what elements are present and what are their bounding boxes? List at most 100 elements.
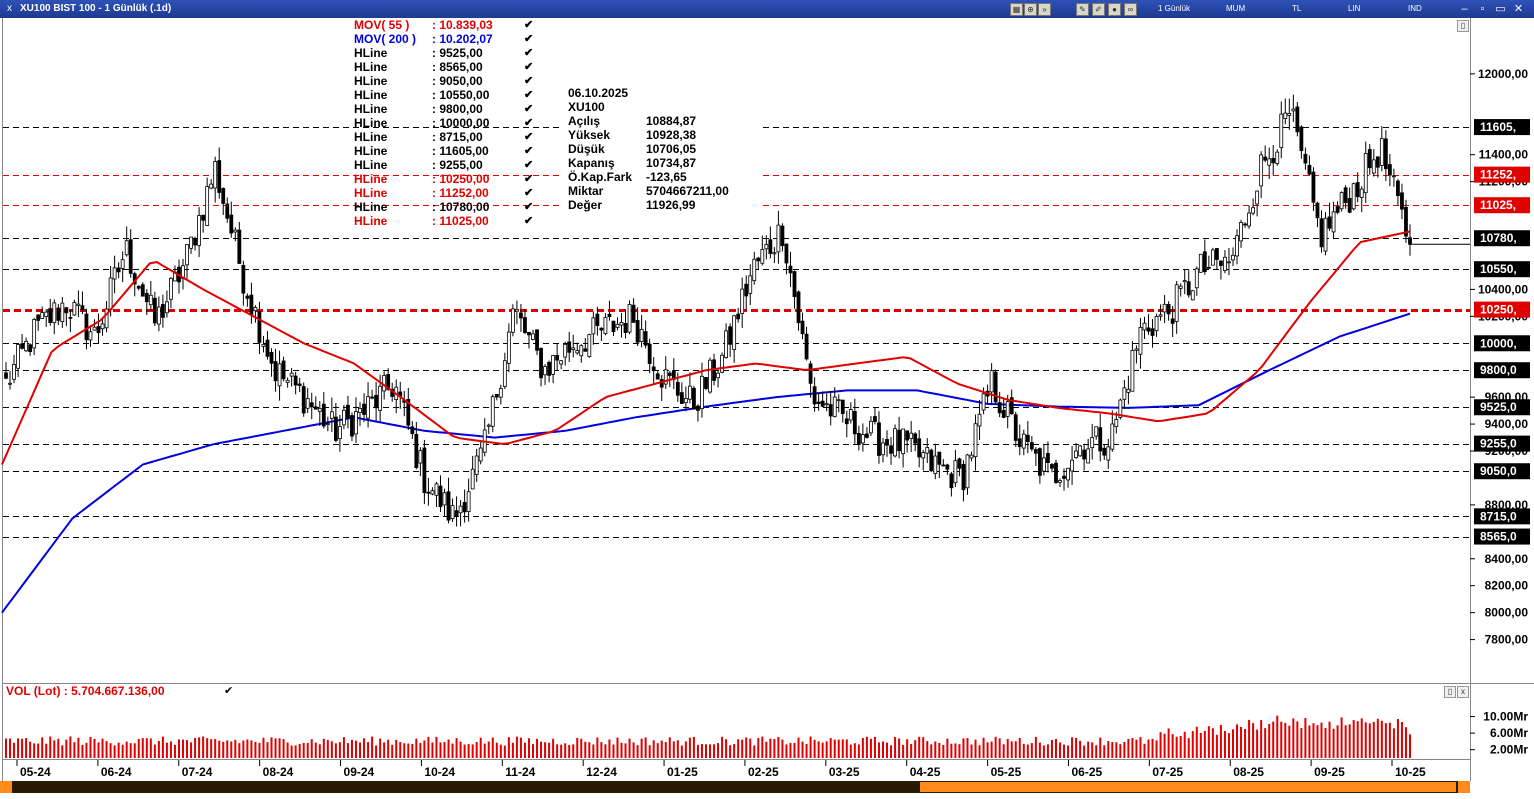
volume-bar-2 bbox=[13, 742, 16, 758]
legend-check-icon-9[interactable]: ✔ bbox=[524, 145, 534, 157]
candle-body-174 bbox=[704, 376, 708, 389]
minimize-icon[interactable]: – bbox=[1461, 3, 1468, 15]
volume-bar-288 bbox=[1163, 733, 1166, 758]
legend-check-icon-5[interactable]: ✔ bbox=[524, 89, 534, 101]
candle-body-198 bbox=[800, 320, 805, 335]
legend-check-icon-7[interactable]: ✔ bbox=[524, 117, 534, 129]
volume-bar-245 bbox=[990, 741, 993, 758]
candle-317 bbox=[1279, 101, 1284, 159]
candle-108 bbox=[438, 475, 443, 513]
drawing-icon[interactable]: ✎ bbox=[1076, 3, 1089, 16]
candle-body-125 bbox=[506, 331, 511, 364]
close-window-icon[interactable]: ✕ bbox=[1513, 3, 1524, 15]
volume-bar-150 bbox=[608, 739, 611, 758]
candle-28 bbox=[116, 262, 121, 279]
volume-bar-293 bbox=[1183, 731, 1186, 758]
candle-body-12 bbox=[52, 302, 57, 324]
candle-267 bbox=[1078, 444, 1083, 457]
legend-check-icon-2[interactable]: ✔ bbox=[524, 47, 534, 59]
candle-2 bbox=[12, 354, 16, 384]
candle-body-173 bbox=[700, 375, 704, 410]
candle-body-311 bbox=[1255, 190, 1260, 205]
volume-bar-17 bbox=[73, 742, 76, 758]
legend-value-6: : 9800,00 bbox=[432, 102, 483, 116]
candle-body-90 bbox=[366, 396, 370, 419]
volume-bar-326 bbox=[1316, 725, 1319, 758]
volume-bar-113 bbox=[459, 741, 462, 758]
candle-body-36 bbox=[148, 294, 153, 306]
legend-check-icon-11[interactable]: ✔ bbox=[524, 173, 534, 185]
forward-icon[interactable]: » bbox=[1038, 3, 1051, 16]
volume-bar-212 bbox=[857, 744, 860, 758]
candle-body-308 bbox=[1243, 223, 1247, 226]
scroll-left-icon[interactable] bbox=[0, 781, 12, 793]
legend-check-icon-10[interactable]: ✔ bbox=[524, 159, 534, 171]
scrollbar-thumb[interactable] bbox=[920, 782, 1456, 792]
indicator-button[interactable]: IND bbox=[1408, 4, 1422, 13]
volume-bar-106 bbox=[431, 742, 434, 758]
candle-76 bbox=[309, 392, 314, 420]
chart-type-icon[interactable]: ▦ bbox=[1010, 3, 1023, 16]
candle-mode-button[interactable]: MUM bbox=[1226, 4, 1246, 13]
legend-check-icon-6[interactable]: ✔ bbox=[524, 103, 534, 115]
chart-settings-icon[interactable]: ▯ bbox=[1457, 20, 1469, 32]
candle-body-257 bbox=[1037, 448, 1042, 476]
scale-button[interactable]: LIN bbox=[1348, 4, 1361, 13]
pen-icon[interactable]: ✐ bbox=[1092, 3, 1105, 16]
candle-289 bbox=[1166, 301, 1171, 321]
volume-bar-159 bbox=[644, 737, 647, 758]
candle-135 bbox=[547, 360, 551, 383]
candle-body-250 bbox=[1009, 397, 1014, 415]
candle-body-212 bbox=[856, 433, 861, 445]
info-label-4: Ö.Kap.Fark bbox=[568, 170, 633, 184]
volume-close-icon[interactable]: x bbox=[1457, 686, 1469, 698]
legend-check-icon-14[interactable]: ✔ bbox=[524, 215, 534, 227]
candle-body-62 bbox=[253, 307, 258, 312]
candle-body-303 bbox=[1223, 256, 1227, 271]
candle-body-92 bbox=[374, 394, 379, 409]
legend-check-icon-0[interactable]: ✔ bbox=[524, 19, 534, 31]
candle-55 bbox=[225, 197, 230, 223]
candle-79 bbox=[321, 392, 326, 429]
scroll-right-icon[interactable] bbox=[1458, 781, 1470, 793]
candle-220 bbox=[889, 437, 893, 465]
legend-check-icon-13[interactable]: ✔ bbox=[524, 201, 534, 213]
candle-194 bbox=[784, 243, 789, 275]
candle-body-265 bbox=[1070, 459, 1074, 472]
close-icon[interactable]: x bbox=[7, 3, 12, 14]
candle-body-126 bbox=[510, 308, 515, 333]
period-selector[interactable]: 1 Günlük bbox=[1158, 4, 1191, 13]
restore-icon[interactable]: ▫ bbox=[1480, 3, 1485, 15]
x-tick-label-2: 07-24 bbox=[182, 765, 213, 779]
volume-bar-11 bbox=[49, 736, 52, 758]
legend-check-icon-4[interactable]: ✔ bbox=[524, 75, 534, 87]
volume-bar-86 bbox=[350, 739, 353, 758]
info-label-1: Yüksek bbox=[568, 128, 611, 142]
volume-bar-28 bbox=[117, 742, 120, 758]
volume-bar-317 bbox=[1280, 721, 1283, 758]
candle-69 bbox=[281, 356, 286, 382]
link-icon[interactable]: ∞ bbox=[1124, 3, 1137, 16]
legend-check-icon-3[interactable]: ✔ bbox=[524, 61, 534, 73]
candle-172 bbox=[696, 404, 700, 422]
legend-check-icon-12[interactable]: ✔ bbox=[524, 187, 534, 199]
volume-bar-174 bbox=[704, 744, 707, 758]
candle-318 bbox=[1283, 98, 1288, 125]
x-tick-label-4: 09-24 bbox=[344, 765, 375, 779]
volume-bar-282 bbox=[1139, 737, 1142, 758]
zoom-icon[interactable]: ⊕ bbox=[1024, 3, 1037, 16]
candle-body-11 bbox=[48, 308, 53, 323]
legend-check-icon-8[interactable]: ✔ bbox=[524, 131, 534, 143]
maximize-icon[interactable]: ▭ bbox=[1495, 3, 1506, 15]
candle-body-293 bbox=[1182, 280, 1187, 283]
currency-button[interactable]: TL bbox=[1292, 4, 1302, 13]
legend-check-icon-1[interactable]: ✔ bbox=[524, 33, 534, 45]
volume-bar-57 bbox=[234, 739, 237, 758]
color-icon[interactable]: ● bbox=[1108, 3, 1121, 16]
candle-329 bbox=[1327, 202, 1332, 231]
volume-settings-icon[interactable]: ▯ bbox=[1444, 686, 1456, 698]
candle-18 bbox=[76, 290, 81, 318]
legend-name-10: HLine bbox=[354, 158, 388, 172]
volume-check-icon[interactable]: ✔ bbox=[224, 685, 234, 697]
